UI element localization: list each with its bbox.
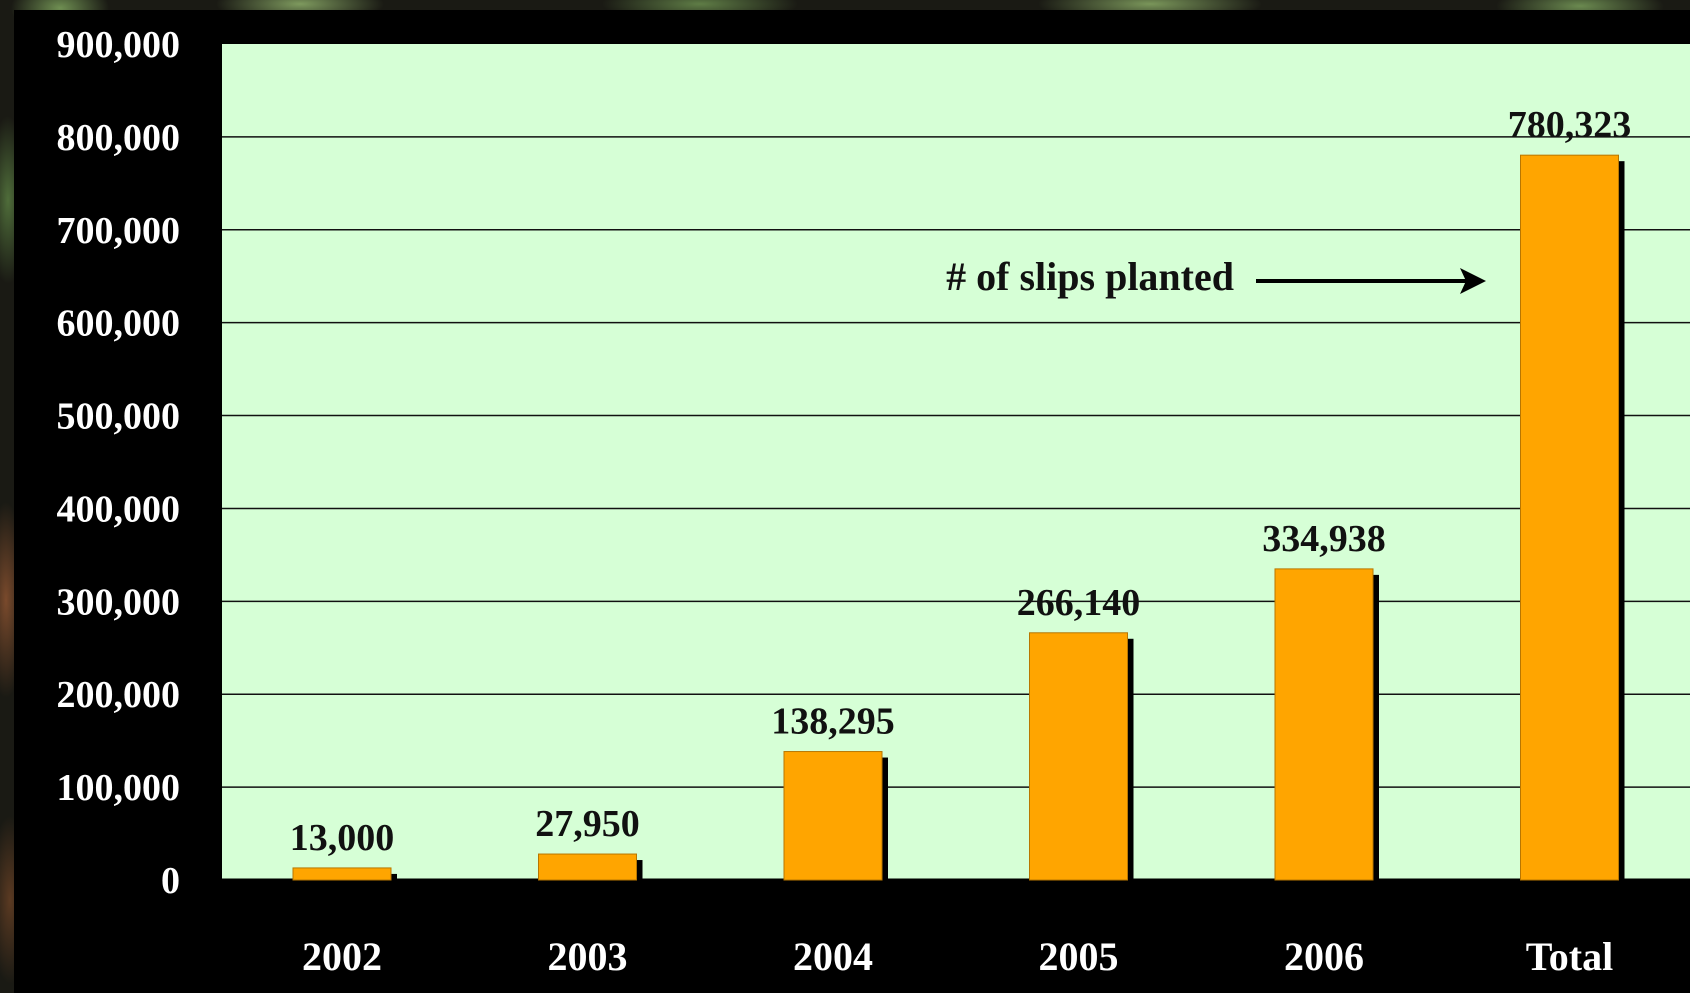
y-tick-label: 900,000 bbox=[57, 24, 181, 66]
plot-area bbox=[222, 44, 1690, 880]
x-axis-tick-labels: 2002 2003 2004 2005 2006 Total bbox=[302, 934, 1613, 979]
x-tick-label: 2002 bbox=[302, 934, 382, 979]
data-label: 138,295 bbox=[771, 701, 895, 743]
x-tick-label: 2003 bbox=[548, 934, 628, 979]
bar bbox=[538, 853, 637, 881]
bar bbox=[783, 751, 883, 881]
y-tick-label: 800,000 bbox=[57, 117, 181, 159]
bar bbox=[1520, 154, 1619, 881]
data-label: 334,938 bbox=[1262, 518, 1386, 560]
x-tick-label: 2005 bbox=[1039, 934, 1119, 979]
gridlines bbox=[222, 136, 1690, 882]
data-label: 13,000 bbox=[290, 817, 395, 859]
y-tick-label: 200,000 bbox=[57, 674, 181, 716]
bar bbox=[292, 867, 392, 881]
annotation-arrow-head-icon bbox=[1460, 268, 1486, 294]
annotation-text: # of slips planted bbox=[946, 254, 1234, 299]
bar bbox=[1029, 632, 1128, 881]
y-tick-label: 0 bbox=[161, 860, 180, 902]
data-labels: 13,000 27,950 138,295 266,140 334,938 780,323 bbox=[290, 104, 1632, 859]
y-tick-label: 700,000 bbox=[57, 210, 181, 252]
annotation: # of slips planted bbox=[946, 254, 1486, 299]
bars bbox=[292, 154, 1625, 881]
data-label: 780,323 bbox=[1508, 104, 1632, 146]
y-tick-label: 100,000 bbox=[57, 767, 181, 809]
y-tick-label: 400,000 bbox=[57, 488, 181, 530]
y-tick-label: 600,000 bbox=[57, 303, 181, 345]
bar bbox=[1274, 568, 1374, 881]
x-tick-label: Total bbox=[1526, 934, 1613, 979]
data-label: 27,950 bbox=[535, 803, 640, 845]
x-tick-label: 2004 bbox=[793, 934, 873, 979]
data-label: 266,140 bbox=[1017, 582, 1141, 624]
x-tick-label: 2006 bbox=[1284, 934, 1364, 979]
y-axis-tick-labels: 0 100,000 200,000 300,000 400,000 500,000 600,… bbox=[57, 24, 181, 902]
y-tick-label: 300,000 bbox=[57, 581, 181, 623]
y-tick-label: 500,000 bbox=[57, 396, 181, 438]
